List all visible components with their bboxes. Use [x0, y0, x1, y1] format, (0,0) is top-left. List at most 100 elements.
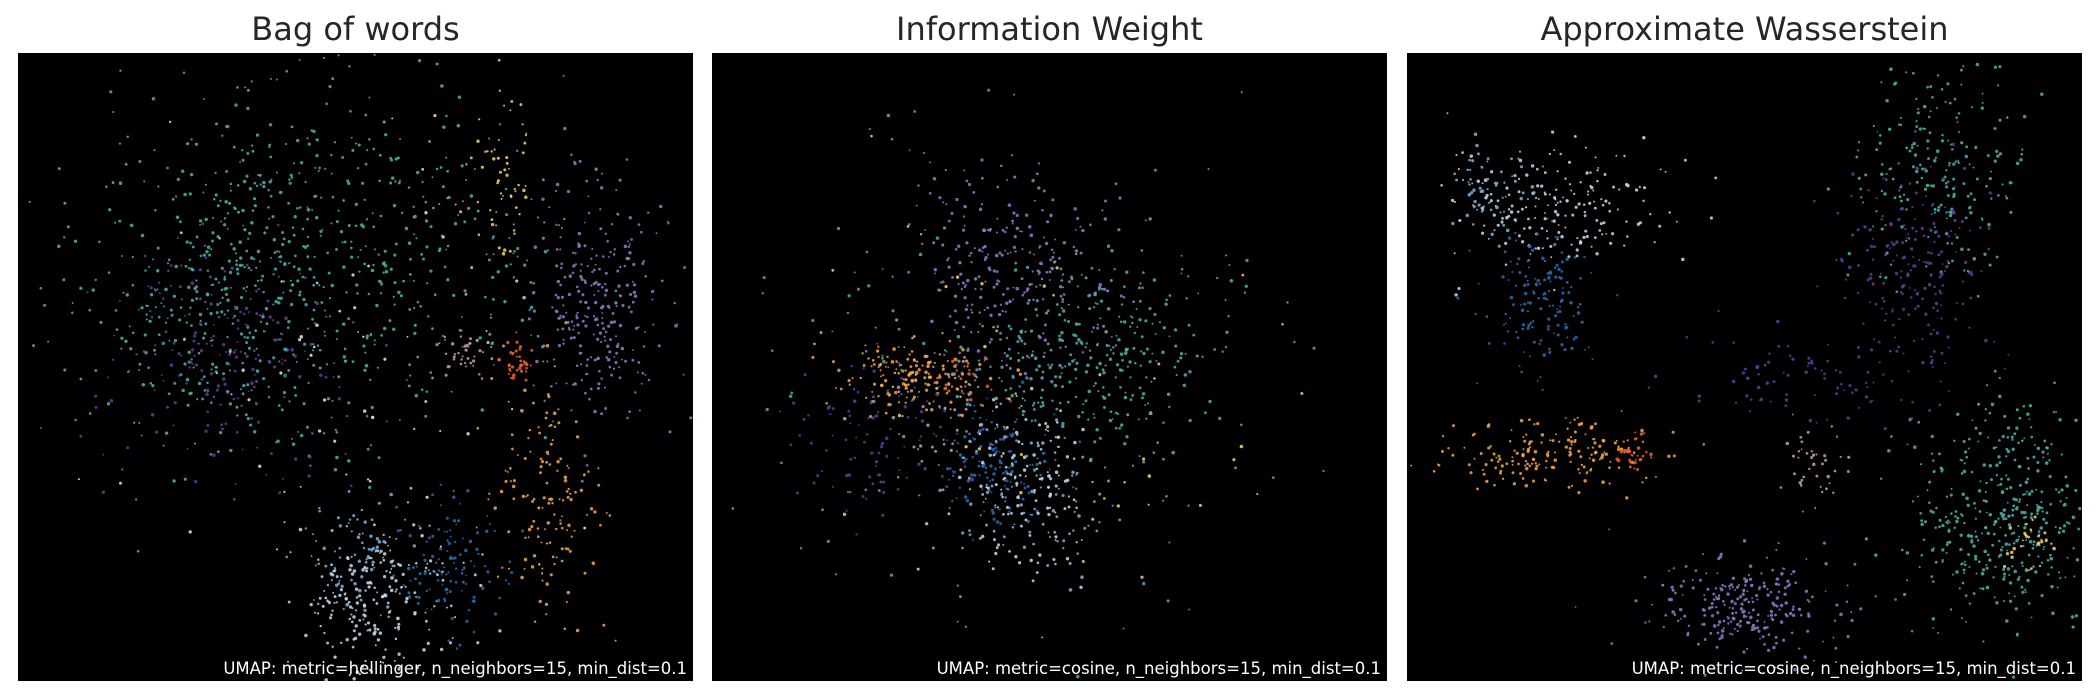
- scatter-point: [1964, 154, 1968, 159]
- scatter-point: [1936, 309, 1940, 313]
- cluster-3: [1574, 528, 1897, 677]
- scatter-point: [957, 244, 961, 248]
- scatter-point: [1998, 394, 2002, 399]
- scatter-point: [836, 226, 841, 231]
- scatter-point: [523, 141, 527, 145]
- scatter-point: [996, 506, 1000, 509]
- scatter-point: [407, 595, 412, 599]
- scatter-point: [281, 230, 285, 235]
- scatter-point: [1109, 279, 1113, 282]
- scatter-point: [1943, 362, 1946, 365]
- scatter-point: [114, 309, 118, 312]
- scatter-point: [1451, 453, 1455, 457]
- scatter-point: [258, 173, 262, 177]
- scatter-point: [990, 491, 993, 494]
- scatter-point: [1095, 366, 1099, 370]
- scatter-point: [970, 473, 974, 477]
- scatter-point: [848, 383, 851, 386]
- scatter-point: [601, 312, 604, 314]
- scatter-point: [416, 601, 420, 605]
- scatter-point: [2001, 434, 2005, 439]
- scatter-point: [225, 292, 229, 296]
- scatter-point: [120, 347, 123, 350]
- scatter-point: [982, 228, 986, 232]
- scatter-point: [605, 511, 608, 514]
- scatter-point: [1055, 421, 1059, 424]
- scatter-point: [1029, 233, 1034, 237]
- scatter-point: [345, 525, 348, 528]
- scatter-point: [960, 389, 963, 392]
- scatter-point: [1865, 248, 1869, 252]
- scatter-point: [254, 284, 257, 287]
- scatter-point: [2021, 590, 2025, 594]
- scatter-point: [444, 352, 448, 355]
- scatter-point: [437, 527, 441, 531]
- scatter-point: [236, 272, 240, 276]
- scatter-point: [630, 310, 633, 314]
- scatter-point: [213, 197, 216, 201]
- scatter-point: [176, 236, 180, 240]
- scatter-point: [636, 371, 639, 374]
- scatter-point: [567, 326, 571, 330]
- scatter-point: [1101, 386, 1105, 389]
- scatter-point: [402, 656, 405, 659]
- scatter-point: [308, 455, 312, 459]
- scatter-point: [1585, 235, 1589, 239]
- scatter-point: [2030, 489, 2034, 494]
- scatter-point: [1553, 458, 1558, 462]
- scatter-point: [1934, 526, 1937, 529]
- scatter-point: [489, 522, 491, 525]
- scatter-point: [1001, 359, 1003, 362]
- scatter-point: [425, 390, 429, 393]
- scatter-point: [154, 430, 159, 434]
- scatter-point: [424, 219, 429, 223]
- scatter-point: [1525, 466, 1529, 471]
- scatter-point: [951, 474, 955, 477]
- scatter-point: [1898, 195, 1902, 199]
- scatter-point: [452, 495, 456, 500]
- scatter-point: [908, 372, 912, 376]
- scatter-point: [1930, 165, 1932, 168]
- scatter-point: [2049, 553, 2052, 557]
- scatter-point: [948, 315, 952, 318]
- scatter-point: [1049, 258, 1053, 262]
- scatter-point: [1010, 512, 1013, 515]
- scatter-point: [1115, 334, 1118, 337]
- scatter-point: [2032, 540, 2036, 544]
- scatter-point: [1497, 454, 1501, 458]
- scatter-point: [985, 418, 988, 421]
- scatter-point: [285, 69, 289, 73]
- scatter-point: [559, 314, 562, 317]
- scatter-point: [236, 414, 239, 417]
- scatter-point: [1998, 439, 2001, 442]
- scatter-point: [1651, 603, 1654, 606]
- scatter-point: [1928, 501, 1931, 504]
- scatter-point: [230, 266, 234, 270]
- scatter-point: [337, 582, 341, 585]
- scatter-point: [1977, 440, 1980, 443]
- scatter-point: [1153, 312, 1157, 317]
- scatter-point: [1556, 170, 1559, 173]
- scatter-point: [545, 411, 549, 415]
- scatter-point: [951, 442, 954, 446]
- scatter-point: [1941, 263, 1944, 266]
- scatter-point: [910, 399, 914, 403]
- scatter-point: [358, 588, 362, 593]
- scatter-point: [1960, 472, 1964, 475]
- scatter-point: [1743, 577, 1746, 581]
- cluster-0: [853, 88, 1192, 461]
- scatter-point: [2033, 444, 2036, 446]
- scatter-point: [347, 489, 351, 493]
- scatter-point: [251, 209, 255, 212]
- scatter-point: [683, 266, 687, 270]
- scatter-point: [1576, 237, 1579, 240]
- scatter-point: [816, 474, 820, 478]
- scatter-point: [338, 386, 341, 389]
- scatter-point: [574, 263, 578, 266]
- scatter-point: [236, 318, 240, 323]
- scatter-point: [330, 613, 333, 617]
- scatter-point: [460, 358, 463, 361]
- scatter-point: [47, 340, 50, 343]
- scatter-point: [1025, 354, 1029, 358]
- scatter-point: [1036, 444, 1040, 448]
